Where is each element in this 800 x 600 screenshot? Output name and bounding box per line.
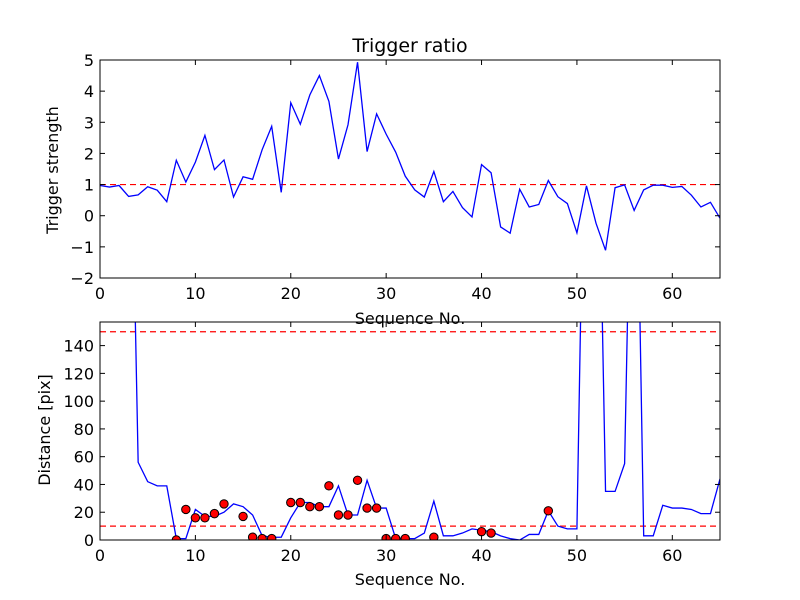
series-line bbox=[134, 322, 720, 540]
data-point bbox=[238, 511, 248, 522]
data-point bbox=[190, 513, 201, 523]
x-tick-label: 40 bbox=[471, 546, 491, 565]
data-point bbox=[324, 481, 334, 491]
x-tick-label: 20 bbox=[281, 546, 301, 565]
data-point bbox=[486, 528, 496, 538]
y-tick-label: 0 bbox=[84, 531, 94, 550]
y-tick-label: 60 bbox=[74, 448, 94, 467]
plot-area bbox=[100, 322, 720, 540]
y-tick-label: 5 bbox=[84, 51, 94, 70]
y-tick-label: 1 bbox=[84, 176, 94, 195]
y-tick-label: 80 bbox=[74, 420, 94, 439]
y-tick-label: 20 bbox=[74, 503, 94, 522]
data-point bbox=[305, 501, 315, 512]
y-tick-label: 2 bbox=[84, 144, 94, 163]
data-point bbox=[476, 526, 487, 537]
y-tick-label: −1 bbox=[70, 238, 94, 257]
data-point bbox=[247, 532, 258, 540]
x-tick-label: 10 bbox=[185, 546, 205, 565]
chart-title: Trigger ratio bbox=[351, 35, 467, 57]
plot-area bbox=[100, 62, 720, 251]
data-point bbox=[362, 503, 372, 513]
x-tick-label: 60 bbox=[662, 284, 682, 303]
top-y-axis-label: Trigger strength bbox=[43, 106, 62, 235]
data-point bbox=[400, 533, 410, 540]
data-point bbox=[266, 533, 277, 540]
data-point bbox=[257, 533, 267, 540]
data-point bbox=[333, 510, 344, 520]
x-tick-label: 60 bbox=[662, 546, 682, 565]
data-point bbox=[219, 499, 229, 509]
x-tick-label: 0 bbox=[95, 546, 105, 565]
distance-panel: 0 10 20 30 40 50 60 0 20 40 60 80 100 120 140 bbox=[63, 321, 721, 565]
data-point bbox=[314, 501, 325, 512]
top-x-axis-label: Sequence No. bbox=[355, 309, 466, 328]
data-point bbox=[343, 510, 353, 520]
y-tick-label: 40 bbox=[74, 475, 94, 494]
bottom-y-axis-label: Distance [pix] bbox=[35, 374, 54, 486]
data-point bbox=[209, 508, 220, 519]
x-tick-label: 30 bbox=[376, 284, 396, 303]
y-tick-label: 0 bbox=[84, 207, 94, 226]
data-point bbox=[390, 533, 401, 540]
bottom-x-axis-label: Sequence No. bbox=[355, 570, 466, 589]
x-tick-label: 40 bbox=[471, 284, 491, 303]
data-point bbox=[181, 504, 191, 515]
y-tick-label: −2 bbox=[70, 269, 94, 288]
data-point bbox=[286, 497, 296, 508]
data-point bbox=[200, 513, 210, 523]
x-tick-label: 0 bbox=[95, 284, 105, 303]
data-point bbox=[352, 475, 363, 485]
y-tick-label: 3 bbox=[84, 113, 94, 132]
y-tick-label: 100 bbox=[63, 392, 94, 411]
x-tick-label: 50 bbox=[567, 546, 587, 565]
x-tick-label: 50 bbox=[567, 284, 587, 303]
x-tick-label: 20 bbox=[281, 284, 301, 303]
y-tick-label: 4 bbox=[84, 82, 94, 101]
y-tick-label: 140 bbox=[63, 337, 94, 356]
axes-frame bbox=[99, 321, 721, 541]
data-point bbox=[543, 506, 554, 516]
data-point bbox=[295, 497, 306, 508]
trigger-ratio-panel: 0 10 20 30 40 50 60 −2 −1 0 1 2 3 4 5 bbox=[70, 51, 721, 303]
data-point bbox=[429, 532, 439, 540]
y-tick-label: 120 bbox=[63, 364, 94, 383]
axes-frame bbox=[99, 59, 721, 279]
data-point bbox=[371, 503, 382, 513]
x-tick-label: 10 bbox=[185, 284, 205, 303]
x-tick-label: 30 bbox=[376, 546, 396, 565]
series-line bbox=[100, 62, 720, 251]
